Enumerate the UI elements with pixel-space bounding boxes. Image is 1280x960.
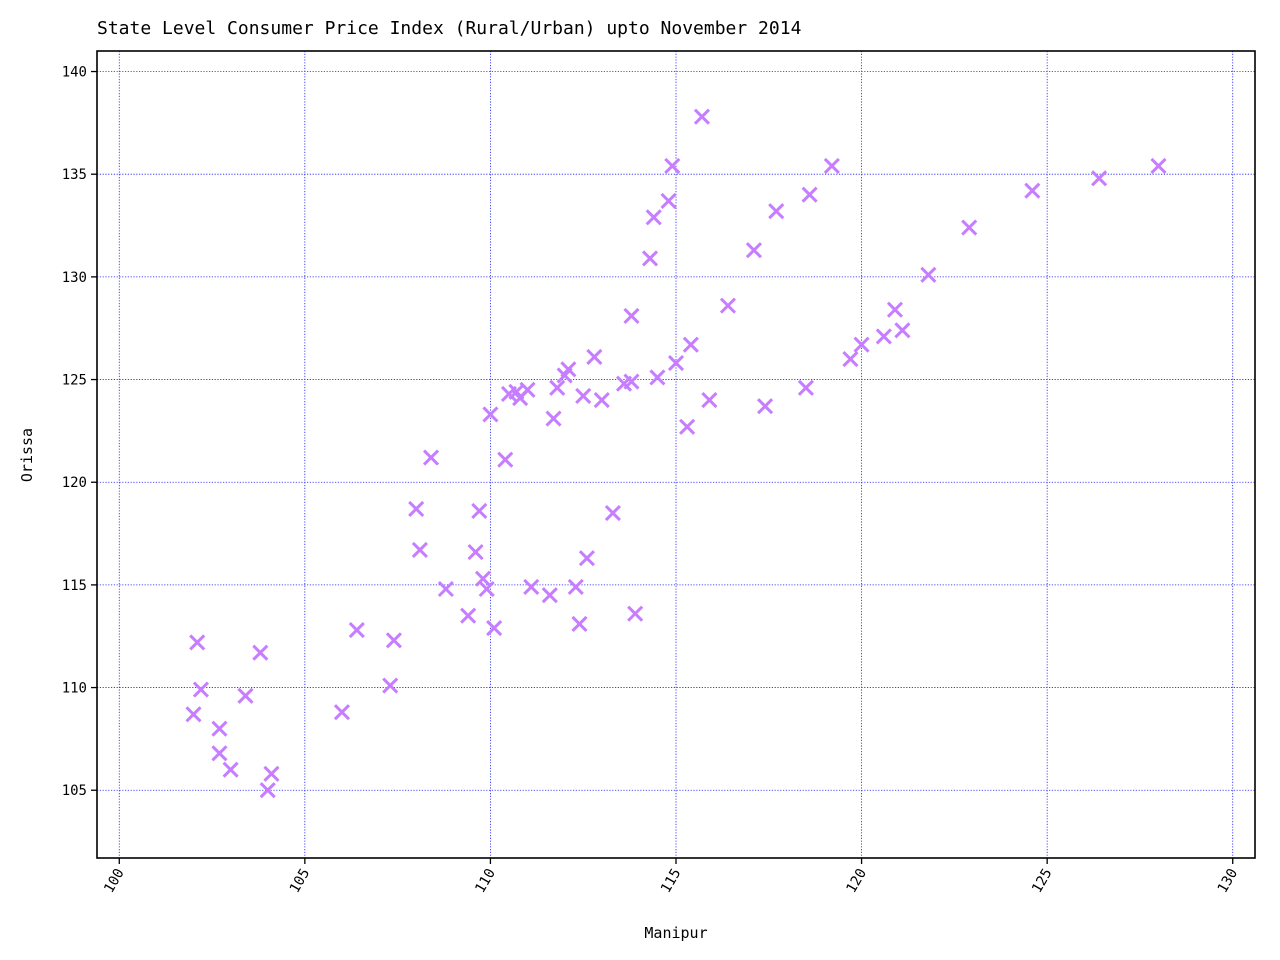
data-point bbox=[460, 607, 477, 624]
data-point bbox=[478, 580, 495, 598]
data-point bbox=[701, 392, 718, 409]
data-point bbox=[641, 250, 659, 267]
data-point bbox=[549, 379, 566, 396]
data-point bbox=[474, 570, 492, 587]
data-point bbox=[348, 622, 365, 639]
x-tick-label: 130 bbox=[1215, 866, 1242, 896]
data-point bbox=[185, 706, 202, 723]
data-point bbox=[578, 550, 595, 567]
x-tick-label: 105 bbox=[287, 866, 314, 896]
data-point bbox=[679, 418, 696, 435]
x-tick-label: 125 bbox=[1029, 866, 1056, 896]
data-point bbox=[693, 108, 711, 125]
data-point bbox=[627, 605, 644, 622]
data-point bbox=[408, 500, 425, 517]
data-point bbox=[486, 619, 503, 637]
y-axis-label: Orissa bbox=[18, 428, 36, 482]
data-point bbox=[333, 704, 351, 721]
data-point bbox=[745, 242, 763, 259]
y-tick-label: 120 bbox=[62, 475, 87, 491]
chart-title: State Level Consumer Price Index (Rural/… bbox=[97, 18, 801, 39]
data-point bbox=[768, 203, 785, 220]
data-point bbox=[237, 687, 254, 704]
data-point bbox=[385, 632, 402, 649]
data-point bbox=[1091, 170, 1108, 187]
data-point bbox=[757, 398, 774, 415]
data-point bbox=[797, 379, 814, 396]
data-point bbox=[567, 578, 584, 596]
x-tick-label: 120 bbox=[844, 866, 871, 896]
data-point bbox=[961, 219, 978, 236]
data-point bbox=[623, 373, 640, 390]
axis-ticks: 100 105 110 115 120 125 130 105 110 115 120 125 130 1… bbox=[62, 65, 1241, 896]
data-point bbox=[1024, 182, 1041, 199]
data-point bbox=[1150, 157, 1167, 175]
data-point bbox=[823, 157, 840, 175]
data-point bbox=[497, 451, 514, 468]
data-point bbox=[189, 634, 206, 651]
data-point bbox=[263, 765, 280, 782]
data-point bbox=[519, 381, 536, 398]
data-point bbox=[575, 387, 592, 405]
data-point bbox=[571, 615, 588, 632]
y-tick-label: 130 bbox=[62, 270, 87, 286]
data-point bbox=[842, 350, 859, 368]
data-point bbox=[252, 644, 269, 661]
data-point bbox=[437, 580, 454, 598]
data-point bbox=[422, 449, 440, 466]
data-point bbox=[664, 157, 681, 175]
x-axis-label: Manipur bbox=[644, 924, 707, 942]
data-point bbox=[211, 745, 228, 762]
data-point bbox=[586, 348, 603, 366]
y-tick-label: 110 bbox=[62, 681, 87, 697]
y-tick-label: 135 bbox=[62, 167, 87, 183]
data-point bbox=[604, 504, 621, 522]
data-point bbox=[523, 578, 540, 596]
y-tick-label: 125 bbox=[62, 373, 87, 389]
data-point bbox=[667, 355, 685, 372]
data-point bbox=[593, 392, 610, 409]
x-tick-label: 110 bbox=[472, 866, 499, 896]
data-point bbox=[222, 761, 239, 778]
data-point bbox=[471, 502, 488, 520]
y-tick-label: 140 bbox=[62, 65, 87, 81]
y-tick-label: 105 bbox=[62, 783, 87, 799]
data-point bbox=[560, 361, 577, 378]
data-point bbox=[623, 307, 640, 324]
data-point bbox=[541, 587, 558, 604]
data-point bbox=[920, 266, 937, 283]
x-tick-label: 100 bbox=[101, 866, 128, 896]
data-point bbox=[645, 209, 662, 226]
data-point bbox=[875, 328, 892, 345]
data-point bbox=[894, 322, 911, 339]
data-point bbox=[545, 410, 562, 427]
grid bbox=[97, 51, 1255, 858]
data-point bbox=[660, 192, 677, 209]
y-tick-label: 115 bbox=[62, 578, 87, 594]
data-point bbox=[192, 681, 209, 698]
data-point bbox=[482, 406, 499, 423]
data-point bbox=[411, 541, 428, 559]
x-tick-label: 115 bbox=[658, 866, 685, 896]
data-point bbox=[801, 186, 818, 203]
data-point bbox=[886, 301, 904, 318]
data-point bbox=[649, 369, 666, 386]
data-point bbox=[211, 720, 228, 737]
data-point bbox=[853, 336, 870, 353]
data-points bbox=[185, 108, 1167, 799]
data-point bbox=[682, 336, 699, 353]
data-point bbox=[259, 782, 276, 799]
data-point bbox=[467, 543, 484, 561]
data-point bbox=[719, 297, 737, 314]
data-point bbox=[382, 677, 399, 694]
